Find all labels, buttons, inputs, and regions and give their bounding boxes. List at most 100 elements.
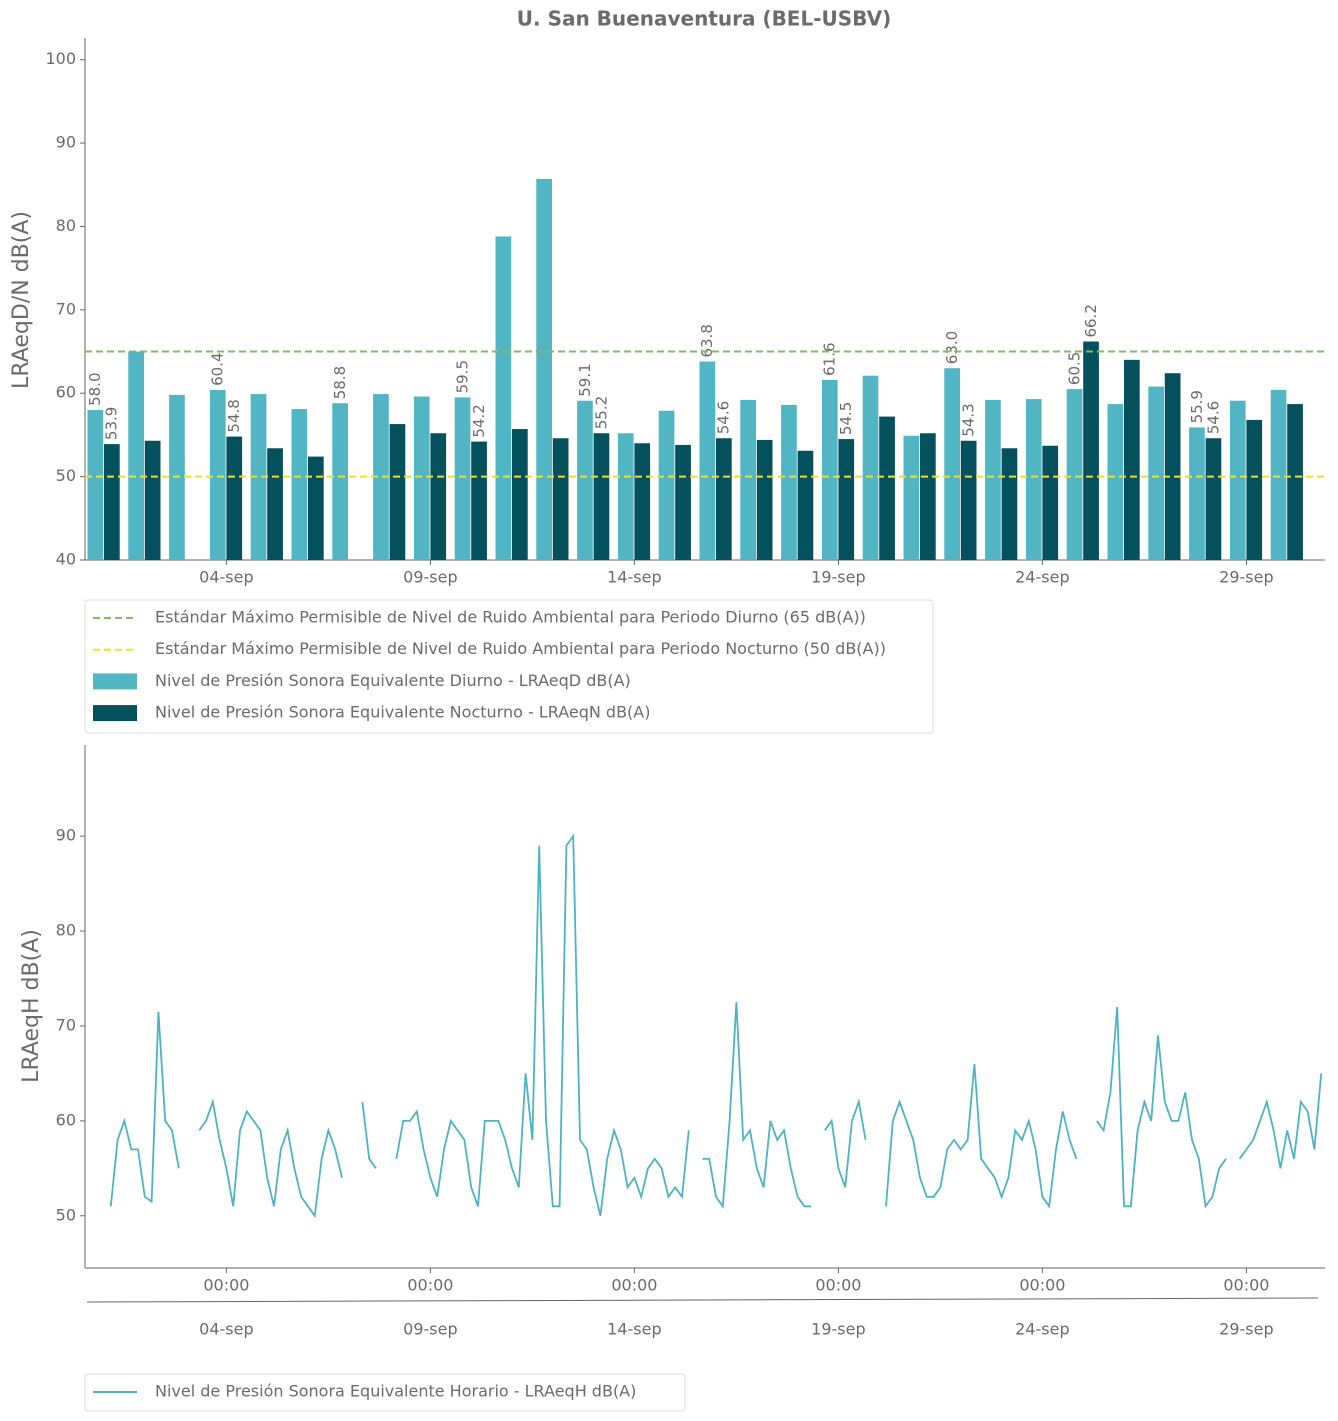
data-label: 55.2: [592, 396, 610, 429]
series-line: [109, 833, 1323, 1219]
legend-label: Nivel de Presión Sonora Equivalente Noct…: [155, 703, 650, 722]
bar: [1148, 386, 1164, 560]
bar: [1189, 427, 1205, 560]
data-label: 54.5: [837, 402, 855, 435]
data-label: 60.5: [1065, 352, 1083, 385]
bar: [985, 399, 1001, 560]
bar: [1229, 400, 1246, 560]
data-label: 60.4: [209, 352, 227, 385]
x-tick-label: 00:00: [1223, 1276, 1269, 1295]
x-tick-label: 24-sep: [1015, 568, 1069, 587]
y-tick-label: 60: [56, 1110, 76, 1129]
bar: [128, 351, 144, 560]
date-axis: [86, 1297, 1319, 1303]
bar: [699, 361, 716, 560]
data-label: 54.3: [960, 403, 978, 436]
bar: [593, 433, 610, 560]
bar: [389, 424, 406, 560]
bar: [413, 396, 430, 560]
bar: [144, 440, 161, 560]
y-tick-label: 90: [56, 133, 76, 152]
legend-swatch: [93, 705, 137, 722]
y-tick-label: 80: [56, 216, 76, 235]
data-label: 54.2: [470, 404, 488, 437]
data-label: 59.1: [576, 363, 594, 396]
bar: [1287, 404, 1303, 560]
bar: [821, 379, 838, 560]
bar: [104, 444, 120, 560]
bar: [920, 433, 936, 560]
bar: [577, 400, 593, 560]
data-label: 55.9: [1188, 390, 1206, 423]
y-tick-label: 60: [56, 383, 76, 402]
bar: [879, 416, 895, 560]
data-label: 63.8: [698, 324, 716, 357]
bar: [332, 403, 348, 560]
y-tick-label: 50: [56, 1205, 76, 1224]
bar: [430, 433, 447, 560]
x-tick-label: 19-sep: [811, 568, 865, 587]
bar: [1042, 445, 1059, 560]
data-label: 58.8: [331, 366, 349, 399]
x-tick-label: 14-sep: [607, 568, 661, 587]
legend-label: Estándar Máximo Permisible de Nivel de R…: [155, 639, 886, 658]
bar: [373, 394, 389, 560]
x-tick-label: 00:00: [815, 1276, 861, 1295]
y-tick-label: 50: [56, 466, 76, 485]
bar: [291, 409, 308, 560]
bar: [716, 438, 732, 560]
data-label: 66.2: [1082, 304, 1100, 337]
bar: [862, 375, 879, 560]
y-tick-label: 70: [56, 1015, 76, 1034]
bar: [454, 397, 471, 560]
y-axis-label: LRAeqH dB(A): [19, 929, 44, 1083]
bar: [756, 439, 773, 560]
bar: [267, 448, 283, 560]
data-label: 61.6: [821, 342, 839, 375]
legend-box: [84, 1373, 686, 1412]
bar: [1107, 404, 1124, 560]
bar: [944, 368, 960, 560]
chart-title: U. San Buenaventura (BEL-USBV): [517, 7, 891, 31]
y-tick-label: 40: [56, 550, 76, 569]
bar: [675, 444, 691, 560]
data-label: 54.8: [225, 399, 243, 432]
bar: [209, 389, 226, 560]
x-tick-label: 00:00: [407, 1276, 453, 1295]
bar: [1001, 448, 1018, 560]
bar: [634, 443, 651, 560]
x-tick-label: 00:00: [1019, 1276, 1065, 1295]
x-tick-label: 04-sep: [199, 568, 253, 587]
legend-swatch: [93, 673, 137, 690]
data-label: 59.5: [453, 360, 471, 393]
date-tick-label: 04-sep: [199, 1320, 253, 1339]
y-tick-label: 70: [56, 299, 76, 318]
x-tick-label: 00:00: [611, 1276, 657, 1295]
data-label: 63.0: [943, 331, 961, 364]
bar: [1205, 438, 1222, 560]
legend-box: [84, 599, 934, 734]
legend-label: Estándar Máximo Permisible de Nivel de R…: [155, 608, 866, 627]
bar: [658, 410, 675, 560]
bar: [308, 456, 324, 560]
bar: [1025, 399, 1042, 560]
bar: [226, 436, 243, 560]
bar: [512, 429, 528, 560]
legend-label: Nivel de Presión Sonora Equivalente Hora…: [155, 1382, 636, 1401]
legend-label: Nivel de Presión Sonora Equivalente Diur…: [155, 671, 631, 690]
y-tick-label: 100: [45, 49, 76, 68]
x-tick-label: 09-sep: [403, 568, 457, 587]
bar: [903, 435, 920, 560]
date-tick-label: 19-sep: [811, 1320, 865, 1339]
y-tick-label: 90: [56, 826, 76, 845]
data-label: 54.6: [1204, 401, 1222, 434]
bar: [838, 439, 855, 560]
data-label: 53.9: [103, 407, 121, 440]
x-tick-label: 00:00: [203, 1276, 249, 1295]
date-tick-label: 14-sep: [607, 1320, 661, 1339]
date-tick-label: 24-sep: [1015, 1320, 1069, 1339]
data-label: 54.6: [715, 401, 733, 434]
bar: [1270, 389, 1287, 560]
bar: [1246, 419, 1263, 560]
